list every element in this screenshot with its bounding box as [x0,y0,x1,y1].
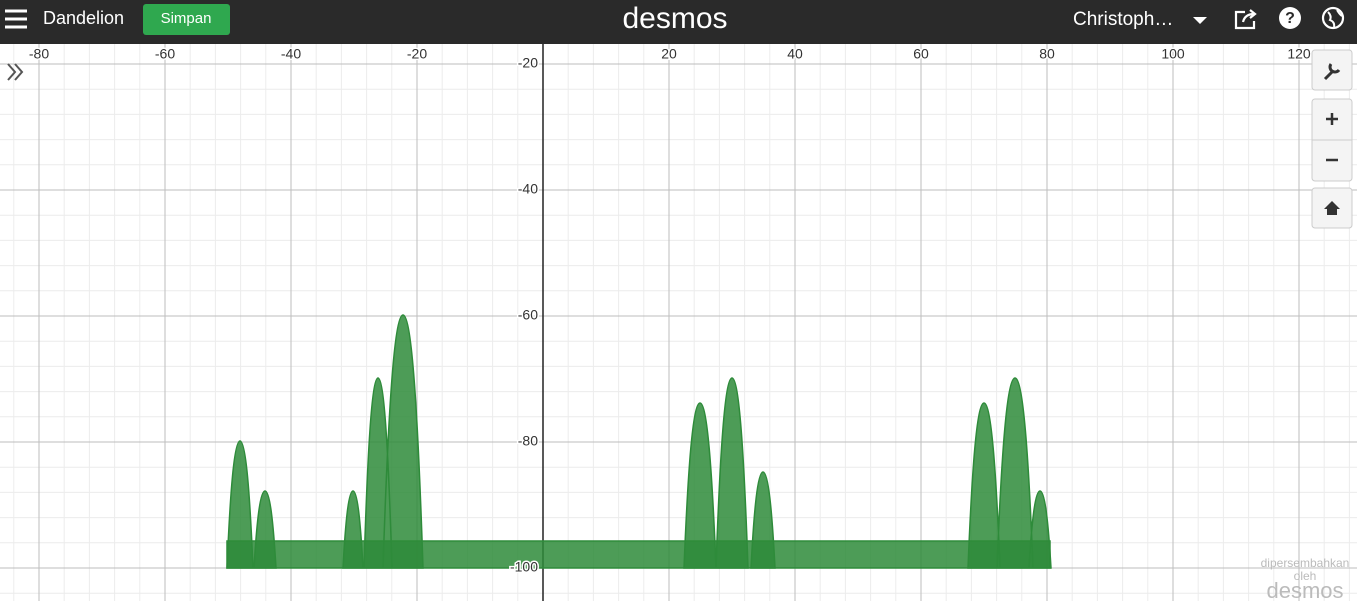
x-tick-label: 20 [661,46,677,62]
graph-title[interactable]: Dandelion [43,8,124,28]
help-icon: ? [1285,10,1295,27]
language-button[interactable] [1321,6,1345,30]
watermark-line2: oleh [1294,569,1317,583]
watermark-line1: dipersembahkan [1261,556,1350,570]
help-button[interactable] [1279,7,1301,29]
x-tick-label: 40 [787,46,803,62]
wrench-icon [1323,63,1341,81]
y-tick-label: -40 [518,181,538,197]
home-icon [1324,201,1340,215]
x-tick-label: -20 [407,46,427,62]
logo: desmos [622,2,727,35]
y-tick-label: -100 [510,559,538,575]
arches [226,314,1052,569]
watermark: dipersembahkan oleh desmos [1261,556,1350,603]
expand-list-button[interactable] [7,63,24,81]
tick-labels: -80 -60 -40 -20 20 40 60 80 100 120 -20 -40 -60 -80 -1… [27,44,1312,576]
graph-controls [1311,49,1353,229]
y-tick-label: -80 [518,433,538,449]
x-tick-label: -40 [281,46,301,62]
zoom-in-icon[interactable] [1326,113,1338,125]
watermark-logo: desmos [1266,578,1343,601]
user-menu[interactable]: Christoph… [1073,9,1173,30]
x-tick-label: 120 [1287,46,1311,62]
globe-icon [1327,9,1343,28]
grid [0,44,1357,601]
x-tick-label: 60 [913,46,929,62]
graph-curves [226,314,1052,569]
save-button-label[interactable]: Simpan [161,10,212,27]
y-tick-label: -20 [518,55,538,71]
user-caret[interactable] [1193,17,1207,24]
x-tick-label: 100 [1161,46,1185,62]
y-tick-label: -60 [518,307,538,323]
x-tick-label: -80 [29,46,49,62]
share-button[interactable] [1234,9,1257,30]
x-tick-label: 80 [1039,46,1055,62]
menu-button[interactable] [5,9,27,29]
save-button[interactable] [143,4,230,35]
x-tick-label: -60 [155,46,175,62]
